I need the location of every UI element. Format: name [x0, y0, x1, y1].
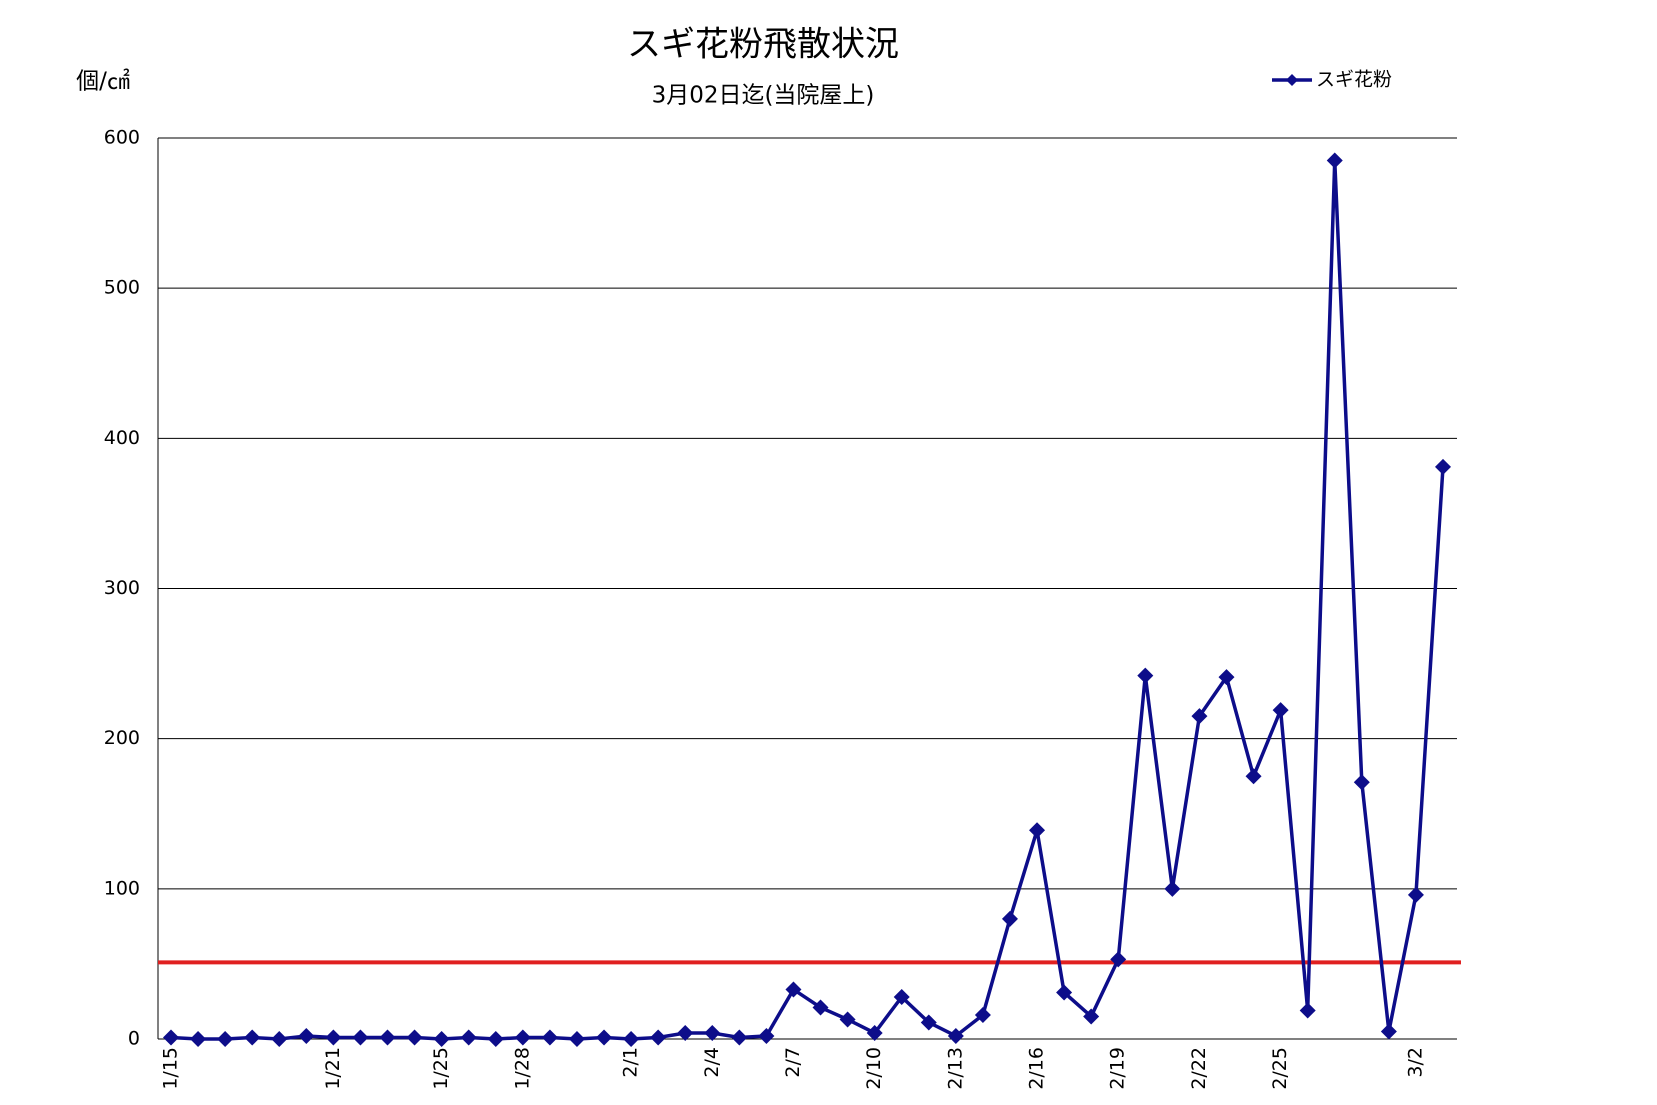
data-point — [217, 1031, 234, 1047]
data-point — [1299, 1002, 1316, 1019]
x-tick-label: 2/10 — [863, 1047, 885, 1090]
data-point — [677, 1024, 694, 1041]
data-point — [325, 1029, 342, 1046]
data-point — [920, 1014, 937, 1031]
data-point — [190, 1031, 207, 1047]
data-point — [893, 988, 910, 1005]
data-point — [974, 1006, 991, 1023]
legend-marker — [1286, 74, 1298, 86]
data-point — [487, 1031, 504, 1047]
data-point — [1272, 702, 1289, 719]
data-point — [379, 1029, 396, 1046]
data-point — [1326, 152, 1343, 169]
data-point — [568, 1031, 585, 1047]
data-point — [1029, 822, 1046, 839]
data-point — [1435, 458, 1451, 475]
x-tick-label: 2/1 — [620, 1047, 642, 1078]
y-tick-label: 300 — [104, 577, 140, 599]
data-point — [947, 1027, 964, 1044]
data-point — [1353, 774, 1370, 791]
data-point — [1218, 669, 1235, 686]
data-point — [298, 1027, 315, 1044]
data-point — [812, 999, 829, 1016]
data-point — [244, 1029, 261, 1046]
y-tick-label: 100 — [104, 877, 140, 899]
data-point — [1110, 951, 1127, 968]
x-tick-label: 2/4 — [701, 1047, 723, 1078]
data-point — [758, 1027, 775, 1044]
data-point — [514, 1029, 531, 1046]
x-tick-label: 2/19 — [1107, 1047, 1129, 1090]
y-tick-label: 600 — [104, 127, 140, 149]
data-point — [785, 981, 802, 998]
data-point — [1245, 768, 1262, 785]
data-point — [650, 1029, 667, 1046]
data-point — [1001, 910, 1018, 927]
data-point — [352, 1029, 369, 1046]
legend-label: スギ花粉 — [1316, 69, 1392, 91]
y-tick-label: 0 — [128, 1028, 140, 1050]
data-point — [1380, 1023, 1397, 1040]
y-tick-label: 500 — [104, 277, 140, 299]
x-tick-label: 1/28 — [511, 1047, 533, 1090]
y-tick-label: 400 — [104, 427, 140, 449]
data-point — [1056, 984, 1073, 1001]
y-tick-label: 200 — [104, 727, 140, 749]
x-tick-label: 1/21 — [322, 1047, 344, 1090]
data-point — [731, 1029, 748, 1046]
data-point — [1407, 886, 1424, 903]
x-tick-label: 1/15 — [160, 1047, 182, 1090]
data-point — [541, 1029, 558, 1046]
data-point — [433, 1031, 450, 1047]
y-axis-label: 個/㎠ — [76, 69, 130, 95]
data-point — [623, 1031, 640, 1047]
x-tick-label: 2/13 — [944, 1047, 966, 1090]
x-tick-label: 1/25 — [430, 1047, 452, 1090]
chart-title: スギ花粉飛散状況 — [627, 25, 899, 65]
data-point — [1164, 880, 1181, 897]
series-line — [170, 160, 1445, 1041]
data-point — [460, 1029, 477, 1046]
data-point — [704, 1024, 721, 1041]
x-tick-label: 3/2 — [1404, 1047, 1426, 1078]
data-point — [1083, 1008, 1100, 1025]
data-point — [1137, 667, 1154, 684]
data-point — [271, 1031, 288, 1047]
data-point — [839, 1011, 856, 1028]
x-tick-label: 2/16 — [1026, 1047, 1048, 1090]
x-tick-label: 2/25 — [1269, 1047, 1291, 1090]
data-point — [406, 1029, 423, 1046]
x-tick-label: 2/22 — [1188, 1047, 1210, 1090]
data-point — [1191, 708, 1208, 725]
data-point — [163, 1029, 179, 1046]
data-point — [866, 1024, 883, 1041]
chart-subtitle: 3月02日迄(当院屋上) — [652, 83, 875, 109]
x-tick-label: 2/7 — [782, 1047, 804, 1078]
data-point — [596, 1029, 613, 1046]
